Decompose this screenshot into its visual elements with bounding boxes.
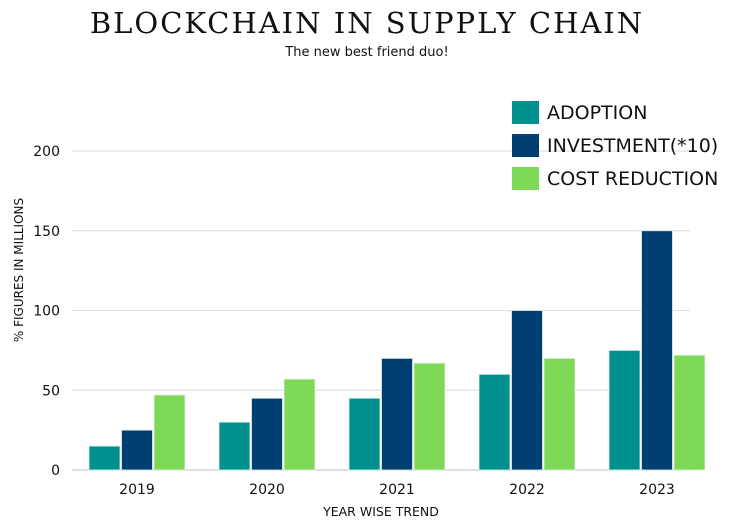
y-tick-label: 0 bbox=[51, 463, 60, 479]
y-axis-label: % FIGURES IN MILLIONS bbox=[12, 198, 26, 342]
legend-swatch bbox=[512, 101, 539, 124]
y-tick-label: 200 bbox=[33, 144, 60, 160]
bar-adoption-2023 bbox=[608, 349, 641, 471]
bar-investment--2023 bbox=[641, 230, 673, 471]
legend-item-adoption: ADOPTION bbox=[512, 96, 718, 129]
y-tick-label: 100 bbox=[33, 304, 60, 320]
chart-title: BLOCKCHAIN IN SUPPLY CHAIN bbox=[89, 6, 645, 40]
bar-investment--2019 bbox=[121, 429, 153, 471]
legend-label: ADOPTION bbox=[547, 101, 648, 124]
bar-cost-reduction-2020 bbox=[283, 378, 316, 471]
legend-label: INVESTMENT(*10) bbox=[547, 134, 719, 157]
x-tick-label: 2022 bbox=[509, 482, 545, 498]
legend-swatch bbox=[512, 167, 539, 190]
chart-subtitle: The new best friend duo! bbox=[285, 45, 449, 60]
x-tick-label: 2023 bbox=[639, 482, 675, 498]
bar-cost-reduction-2023 bbox=[673, 354, 706, 471]
x-axis-label: YEAR WISE TREND bbox=[322, 504, 439, 519]
legend-item-investment: INVESTMENT(*10) bbox=[512, 129, 718, 162]
x-tick-label: 2019 bbox=[119, 482, 155, 498]
bar-adoption-2022 bbox=[478, 373, 511, 471]
y-tick-label: 50 bbox=[42, 383, 60, 399]
legend: ADOPTION INVESTMENT(*10) COST REDUCTION bbox=[512, 96, 718, 195]
bar-investment--2020 bbox=[251, 397, 283, 471]
y-tick-label: 150 bbox=[33, 224, 60, 240]
legend-label: COST REDUCTION bbox=[547, 167, 719, 190]
x-tick-label: 2021 bbox=[379, 482, 415, 498]
bar-adoption-2019 bbox=[88, 445, 121, 471]
bar-investment--2022 bbox=[511, 310, 543, 471]
bar-adoption-2021 bbox=[348, 397, 381, 471]
x-tick-label: 2020 bbox=[249, 482, 285, 498]
bar-investment--2021 bbox=[381, 357, 413, 471]
legend-item-cost-reduction: COST REDUCTION bbox=[512, 162, 718, 195]
bar-cost-reduction-2022 bbox=[543, 357, 576, 471]
bar-cost-reduction-2021 bbox=[413, 362, 446, 471]
bar-adoption-2020 bbox=[218, 421, 251, 471]
legend-swatch bbox=[512, 134, 539, 157]
bar-cost-reduction-2019 bbox=[153, 394, 186, 471]
